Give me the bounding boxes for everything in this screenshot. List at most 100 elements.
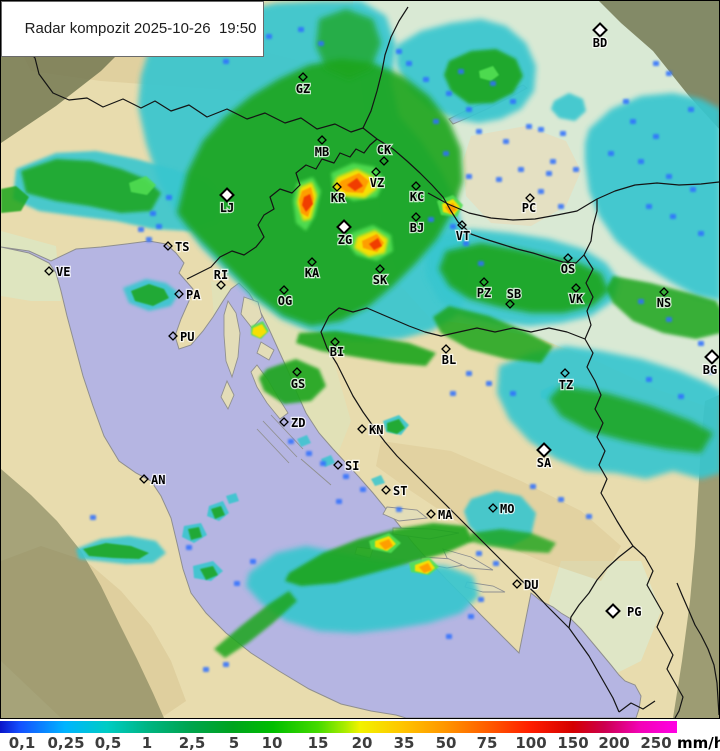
precip-blob-moderate bbox=[316, 9, 381, 79]
rain-speckle bbox=[518, 167, 524, 172]
precip-blob-moderate bbox=[259, 359, 326, 404]
city-marker-OG bbox=[279, 285, 289, 295]
rain-speckle bbox=[423, 77, 429, 82]
border-hr-mne bbox=[568, 627, 620, 713]
rain-speckle bbox=[138, 227, 144, 232]
city-label-TZ: TZ bbox=[559, 378, 573, 392]
border-bih-mne bbox=[568, 545, 634, 629]
city-label-NS: NS bbox=[657, 296, 671, 310]
border-srb-mne bbox=[632, 545, 684, 718]
rain-speckle bbox=[466, 174, 472, 179]
rain-speckle bbox=[573, 167, 579, 172]
rain-speckle bbox=[406, 61, 412, 66]
rain-speckle bbox=[623, 99, 629, 104]
precip-blob-moderate bbox=[188, 527, 202, 540]
precip-blob-moderate bbox=[83, 543, 149, 559]
precip-blob-light bbox=[551, 93, 586, 121]
scale-label-250: 250 bbox=[640, 734, 672, 751]
city-marker-KN bbox=[357, 424, 367, 434]
rain-speckle bbox=[343, 474, 349, 479]
city-label-CK: CK bbox=[377, 143, 392, 157]
rain-speckle bbox=[586, 514, 592, 519]
city-marker-PU bbox=[168, 331, 178, 341]
city-label-SA: SA bbox=[537, 456, 552, 470]
rain-speckle bbox=[653, 134, 659, 139]
precip-blob-heavy bbox=[479, 66, 499, 81]
rain-speckles bbox=[90, 27, 714, 672]
rain-speckle bbox=[698, 341, 704, 346]
city-label-PZ: PZ bbox=[477, 286, 491, 300]
city-marker-BJ bbox=[411, 212, 421, 222]
precip-blob-moderate bbox=[387, 419, 405, 434]
rain-speckle bbox=[670, 214, 676, 219]
city-label-BL: BL bbox=[442, 353, 456, 367]
rain-speckle bbox=[510, 391, 516, 396]
rain-speckle bbox=[396, 49, 402, 54]
city-marker-VE bbox=[44, 266, 54, 276]
precip-blob-moderate bbox=[1, 186, 29, 213]
city-marker-SA bbox=[536, 442, 552, 458]
rain-speckle bbox=[320, 461, 326, 466]
city-label-SK: SK bbox=[373, 273, 388, 287]
rain-speckle bbox=[166, 195, 172, 200]
precip-blob-light bbox=[226, 493, 239, 504]
city-label-OG: OG bbox=[278, 294, 292, 308]
rain-speckle bbox=[478, 597, 484, 602]
rain-speckle bbox=[708, 369, 714, 374]
border-si-hr bbox=[186, 138, 378, 280]
adriatic-sea bbox=[1, 240, 642, 718]
city-label-PG: PG bbox=[627, 605, 641, 619]
rain-speckle bbox=[530, 484, 536, 489]
precip-blob-moderate bbox=[200, 566, 218, 580]
city-label-VE: VE bbox=[56, 265, 70, 279]
scale-label-0_1: 0,1 bbox=[8, 734, 36, 751]
border-drina bbox=[584, 338, 634, 547]
city-marker-VT bbox=[457, 220, 467, 230]
rain-speckle bbox=[510, 99, 516, 104]
precip-blob-moderate bbox=[214, 591, 297, 658]
city-label-SI: SI bbox=[345, 459, 359, 473]
scale-label-2_5: 2,5 bbox=[178, 734, 206, 751]
rain-speckle bbox=[638, 299, 644, 304]
city-marker-BI bbox=[330, 337, 340, 347]
city-marker-BD bbox=[592, 22, 608, 38]
city-marker-TZ bbox=[560, 368, 570, 378]
lowland-po bbox=[1, 231, 61, 301]
city-label-KC: KC bbox=[410, 190, 424, 204]
rain-speckle bbox=[478, 261, 484, 266]
rain-speckle bbox=[490, 81, 496, 86]
border-alps bbox=[1, 47, 364, 133]
rain-speckle bbox=[458, 69, 464, 74]
rain-speckle bbox=[186, 545, 192, 550]
precip-blob-extreme bbox=[302, 194, 313, 212]
scale-label-1: 1 bbox=[141, 734, 153, 751]
precip-blob-light bbox=[585, 93, 719, 301]
intensity-gradient-bar bbox=[0, 721, 677, 733]
city-label-GZ: GZ bbox=[296, 82, 310, 96]
city-label-BG: BG bbox=[703, 363, 717, 377]
city-label-KN: KN bbox=[369, 423, 383, 437]
rain-speckle bbox=[446, 634, 452, 639]
rain-speckle bbox=[466, 371, 472, 376]
precip-blob-moderate bbox=[606, 276, 719, 339]
city-label-ZD: ZD bbox=[291, 416, 305, 430]
city-label-VT: VT bbox=[456, 229, 470, 243]
rain-speckle bbox=[463, 241, 469, 246]
city-label-DU: DU bbox=[524, 578, 538, 592]
city-label-ST: ST bbox=[393, 484, 407, 498]
precip-blob-extreme bbox=[369, 238, 382, 250]
rain-speckle bbox=[250, 559, 256, 564]
rain-speckle bbox=[638, 159, 644, 164]
rain-speckle bbox=[266, 34, 272, 39]
rain-speckle bbox=[608, 151, 614, 156]
rain-speckle bbox=[146, 237, 152, 242]
city-label-MA: MA bbox=[438, 508, 453, 522]
border-si-hr-hu bbox=[362, 127, 585, 264]
city-label-RI: RI bbox=[214, 268, 228, 282]
rain-speckle bbox=[558, 497, 564, 502]
precipitation-layer bbox=[1, 1, 719, 658]
city-label-VK: VK bbox=[569, 292, 584, 306]
precip-blob-moderate bbox=[285, 523, 473, 586]
rain-speckle bbox=[203, 667, 209, 672]
rain-speckle bbox=[428, 217, 434, 222]
